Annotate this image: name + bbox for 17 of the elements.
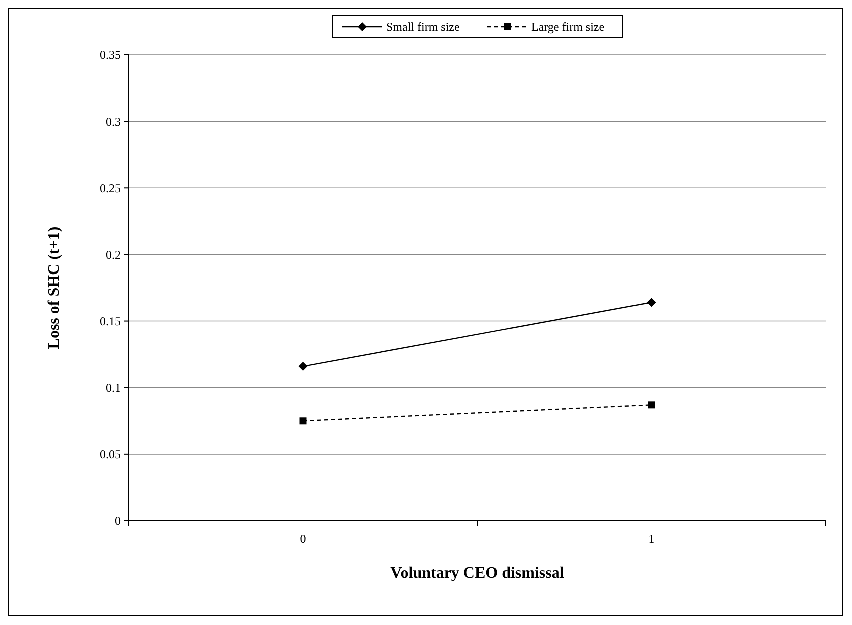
- y-tick-label: 0.2: [106, 248, 121, 262]
- y-axis-title: Loss of SHC (t+1): [46, 226, 63, 350]
- point: [300, 418, 307, 425]
- point: [647, 298, 656, 308]
- x-axis-title: Voluntary CEO dismissal: [390, 565, 565, 582]
- y-tick-label: 0.35: [100, 48, 121, 62]
- y-tick-label: 0.3: [106, 114, 121, 129]
- y-tick-label: 0.1: [106, 381, 121, 396]
- point: [298, 362, 308, 372]
- y-tick-label: 0: [115, 514, 121, 528]
- y-tick-label: 0.05: [100, 448, 121, 462]
- legend-label: Small firm size: [386, 20, 460, 34]
- y-tick-label: 0.15: [100, 314, 121, 328]
- y-tick-label: 0.25: [100, 181, 121, 196]
- point: [648, 402, 656, 409]
- legend-label: Large firm size: [532, 20, 605, 34]
- x-tick-label: 1: [648, 532, 655, 546]
